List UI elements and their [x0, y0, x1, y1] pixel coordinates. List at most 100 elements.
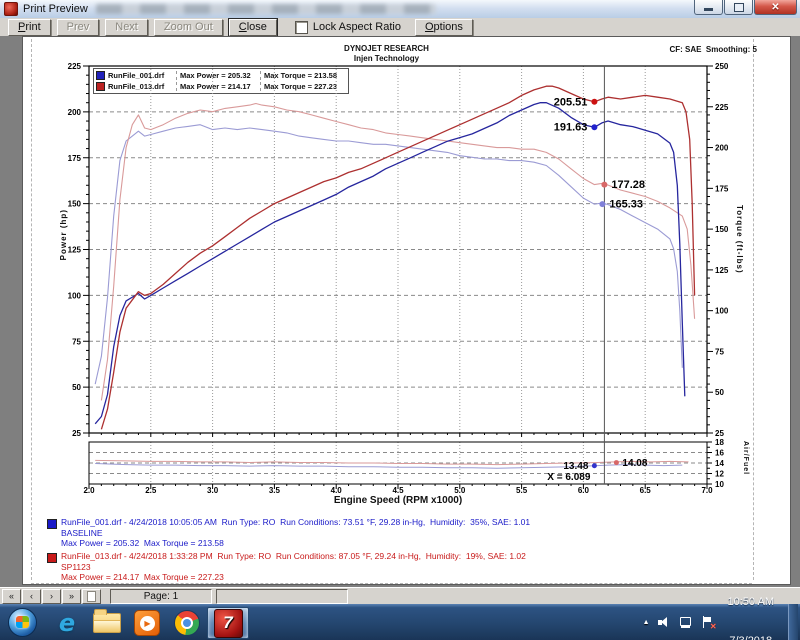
run2-info: RunFile_013.drf - 4/24/2018 1:33:28 PM R… — [61, 551, 526, 583]
close-window-button[interactable]: ✕ — [754, 0, 797, 15]
next-button[interactable]: Next — [105, 18, 148, 36]
bottom-margin-guide — [31, 583, 752, 584]
page-indicator: Page: 1 — [110, 588, 212, 604]
svg-text:6.5: 6.5 — [640, 486, 652, 495]
chart-subtitle: Injen Technology — [353, 54, 420, 63]
run1-swatch — [47, 519, 57, 529]
svg-text:2.0: 2.0 — [83, 486, 95, 495]
svg-text:7.0: 7.0 — [701, 486, 713, 495]
legend-swatch-red — [96, 82, 105, 91]
status-panel — [216, 588, 348, 604]
restore-button[interactable] — [724, 0, 753, 15]
torque-axis-label: Torque (ft-lbs) — [735, 205, 744, 274]
svg-text:100: 100 — [715, 307, 729, 316]
system-tray: ▲ ✕ 10:50 AM 7/3/2018 — [643, 570, 800, 640]
svg-text:200: 200 — [715, 144, 729, 153]
svg-text:165.33: 165.33 — [609, 199, 643, 211]
svg-text:2.5: 2.5 — [145, 486, 157, 495]
airfuel-axis-label: Air/Fuel — [742, 441, 749, 476]
close-icon: ✕ — [771, 1, 780, 13]
svg-text:225: 225 — [68, 62, 82, 71]
svg-text:125: 125 — [68, 246, 82, 255]
svg-text:200: 200 — [68, 108, 82, 117]
svg-text:175: 175 — [68, 154, 82, 163]
minimize-button[interactable] — [694, 0, 723, 15]
svg-text:5.5: 5.5 — [516, 486, 528, 495]
minimize-icon — [704, 8, 713, 11]
taskbar-chrome[interactable] — [167, 608, 207, 638]
svg-text:3.5: 3.5 — [269, 486, 281, 495]
svg-text:25: 25 — [715, 429, 724, 438]
smoothing-info: CF: SAE Smoothing: 5 — [669, 45, 757, 54]
taskbar-media-player[interactable] — [127, 608, 167, 638]
page-setup-button[interactable] — [82, 588, 101, 604]
svg-text:5.0: 5.0 — [454, 486, 466, 495]
taskbar-windows-explorer[interactable] — [87, 608, 127, 638]
clock[interactable]: 10:50 AM 7/3/2018 — [722, 570, 780, 640]
close-preview-button[interactable]: Close — [227, 17, 278, 37]
svg-text:75: 75 — [72, 337, 81, 346]
action-center-icon[interactable]: ✕ — [701, 615, 717, 631]
svg-text:150: 150 — [715, 225, 729, 234]
right-margin-guide — [753, 39, 754, 580]
tray-expand-icon[interactable]: ▲ — [642, 618, 650, 626]
lock-aspect-ratio-label: Lock Aspect Ratio — [312, 21, 401, 33]
titlebar: Print Preview ✕ — [0, 0, 800, 19]
play-icon — [139, 615, 155, 631]
svg-text:125: 125 — [715, 266, 729, 275]
show-desktop-button[interactable] — [788, 604, 798, 640]
windows-logo-icon — [16, 616, 29, 628]
svg-text:4.5: 4.5 — [392, 486, 404, 495]
first-page-button[interactable]: « — [2, 588, 21, 604]
preview-page: DYNOJET RESEARCH Injen Technology CF: SA… — [22, 36, 791, 585]
svg-text:14.08: 14.08 — [622, 458, 647, 469]
svg-text:205.51: 205.51 — [554, 96, 588, 108]
svg-text:150: 150 — [68, 200, 82, 209]
taskbar-winpep-active[interactable] — [207, 607, 249, 639]
print-button[interactable]: Print — [8, 18, 51, 36]
svg-text:50: 50 — [72, 383, 81, 392]
svg-text:13.48: 13.48 — [563, 461, 588, 472]
svg-text:25: 25 — [72, 429, 81, 438]
taskbar-internet-explorer[interactable] — [47, 608, 87, 638]
statusbar: « ‹ › » Page: 1 — [0, 587, 800, 604]
dyno-chart: 225 200 175 150 125 100 75 50 25 250 225 200 175 150 1… — [68, 62, 729, 495]
options-button[interactable]: Options — [414, 18, 473, 36]
svg-text:75: 75 — [715, 347, 724, 356]
power-axis-label: Power (hp) — [59, 209, 68, 261]
svg-text:18: 18 — [715, 438, 724, 447]
svg-text:X = 6.089: X = 6.089 — [547, 472, 591, 483]
taskbar: ▲ ✕ 10:50 AM 7/3/2018 — [0, 596, 800, 640]
prev-page-button[interactable]: ‹ — [22, 588, 41, 604]
tray-date: 7/3/2018 — [728, 635, 774, 640]
last-page-button[interactable]: » — [62, 588, 81, 604]
chart-legend: RunFile_001.drf Max Power = 205.32 Max T… — [93, 68, 349, 94]
svg-text:6.0: 6.0 — [578, 486, 590, 495]
blurred-document-title — [95, 4, 436, 14]
winpep-app-icon — [4, 2, 18, 16]
svg-text:3.0: 3.0 — [207, 486, 219, 495]
zoom-out-button[interactable]: Zoom Out — [153, 18, 223, 36]
toolbar: Print Prev Next Zoom Out Close Lock Aspe… — [0, 17, 800, 37]
chart-title: DYNOJET RESEARCH — [344, 44, 429, 53]
folder-icon — [93, 609, 121, 633]
restore-icon — [733, 2, 744, 12]
legend-row: RunFile_001.drf Max Power = 205.32 Max T… — [96, 70, 346, 81]
legend-row: RunFile_013.drf Max Power = 214.17 Max T… — [96, 81, 346, 92]
network-icon[interactable] — [679, 616, 693, 629]
lock-aspect-ratio-checkbox[interactable] — [294, 20, 308, 34]
alert-x-icon: ✕ — [709, 621, 717, 631]
run1-info: RunFile_001.drf - 4/24/2018 10:05:05 AM … — [61, 517, 531, 549]
volume-icon[interactable] — [657, 616, 671, 629]
start-button[interactable] — [8, 607, 37, 637]
svg-text:50: 50 — [715, 388, 724, 397]
window-title: Print Preview — [23, 3, 88, 15]
prev-button[interactable]: Prev — [56, 18, 100, 36]
media-player-icon — [134, 610, 160, 636]
svg-text:250: 250 — [715, 62, 729, 71]
next-page-button[interactable]: › — [42, 588, 61, 604]
rpm-axis-label: Engine Speed (RPM x1000) — [333, 495, 463, 506]
page-icon — [87, 590, 96, 602]
svg-text:225: 225 — [715, 103, 729, 112]
